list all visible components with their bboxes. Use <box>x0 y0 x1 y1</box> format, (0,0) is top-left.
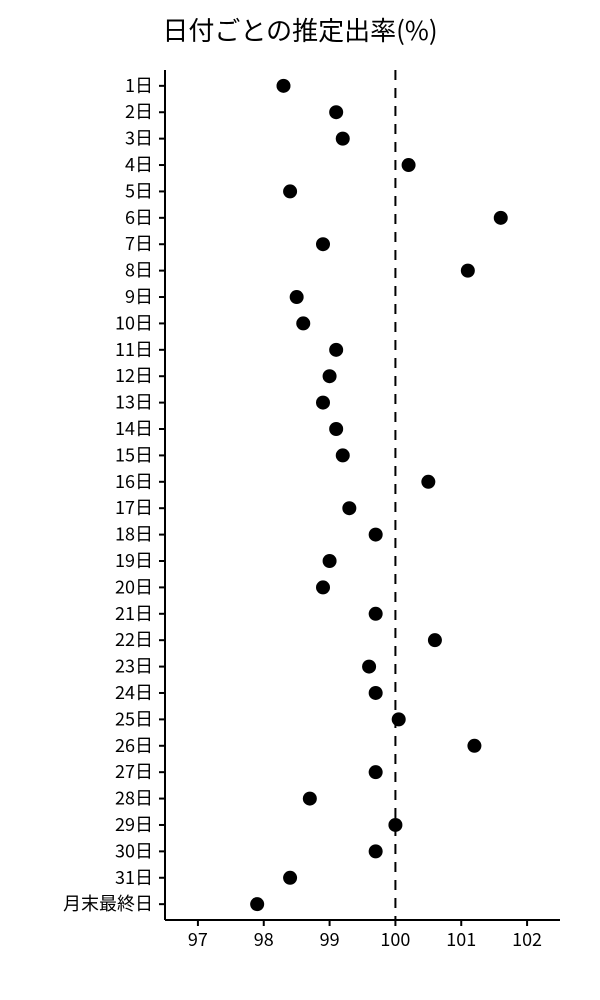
data-point <box>316 396 330 410</box>
y-tick-label: 31日 <box>115 864 153 890</box>
y-tick-label: 月末最終日 <box>63 890 153 916</box>
data-point <box>336 448 350 462</box>
data-point <box>316 237 330 251</box>
y-tick-label: 16日 <box>115 468 153 494</box>
data-point <box>316 580 330 594</box>
y-tick-label: 27日 <box>115 758 153 784</box>
data-point <box>494 211 508 225</box>
y-tick-label: 26日 <box>115 732 153 758</box>
x-tick-label: 102 <box>512 926 542 952</box>
data-point <box>323 554 337 568</box>
data-point <box>250 897 264 911</box>
y-tick-label: 13日 <box>115 389 153 415</box>
data-point <box>277 79 291 93</box>
data-point <box>283 871 297 885</box>
x-tick-label: 99 <box>320 926 340 952</box>
data-point <box>290 290 304 304</box>
data-point <box>467 739 481 753</box>
data-point <box>461 264 475 278</box>
data-point <box>329 343 343 357</box>
chart-bg <box>0 0 600 1000</box>
y-tick-label: 12日 <box>115 362 153 388</box>
data-point <box>392 712 406 726</box>
y-tick-label: 7日 <box>125 230 153 256</box>
chart-svg: 日付ごとの推定出率(%)1日2日3日4日5日6日7日8日9日10日11日12日1… <box>0 0 600 1000</box>
data-point <box>369 686 383 700</box>
data-point <box>342 501 356 515</box>
y-tick-label: 29日 <box>115 811 153 837</box>
x-tick-label: 98 <box>254 926 274 952</box>
y-tick-label: 18日 <box>115 521 153 547</box>
x-tick-label: 100 <box>380 926 410 952</box>
y-tick-label: 30日 <box>115 837 153 863</box>
y-tick-label: 22日 <box>115 626 153 652</box>
x-tick-label: 101 <box>446 926 476 952</box>
data-point <box>428 633 442 647</box>
y-tick-label: 9日 <box>125 283 153 309</box>
data-point <box>362 660 376 674</box>
y-tick-label: 21日 <box>115 600 153 626</box>
chart-container: 日付ごとの推定出率(%)1日2日3日4日5日6日7日8日9日10日11日12日1… <box>0 0 600 1000</box>
y-tick-label: 5日 <box>125 177 153 203</box>
y-tick-label: 24日 <box>115 679 153 705</box>
data-point <box>369 765 383 779</box>
y-tick-label: 28日 <box>115 785 153 811</box>
data-point <box>402 158 416 172</box>
data-point <box>329 105 343 119</box>
data-point <box>323 369 337 383</box>
data-point <box>329 422 343 436</box>
y-tick-label: 10日 <box>115 309 153 335</box>
y-tick-label: 11日 <box>115 336 153 362</box>
y-tick-label: 17日 <box>115 494 153 520</box>
data-point <box>369 844 383 858</box>
data-point <box>388 818 402 832</box>
y-tick-label: 8日 <box>125 257 153 283</box>
y-tick-label: 19日 <box>115 547 153 573</box>
y-tick-label: 6日 <box>125 204 153 230</box>
y-tick-label: 3日 <box>125 125 153 151</box>
data-point <box>421 475 435 489</box>
y-tick-label: 15日 <box>115 441 153 467</box>
y-tick-label: 4日 <box>125 151 153 177</box>
y-tick-label: 14日 <box>115 415 153 441</box>
data-point <box>296 316 310 330</box>
y-tick-label: 25日 <box>115 705 153 731</box>
data-point <box>303 792 317 806</box>
data-point <box>369 528 383 542</box>
x-tick-label: 97 <box>188 926 208 952</box>
data-point <box>369 607 383 621</box>
y-tick-label: 2日 <box>125 98 153 124</box>
data-point <box>336 132 350 146</box>
chart-title: 日付ごとの推定出率(%) <box>162 11 437 48</box>
data-point <box>283 184 297 198</box>
y-tick-label: 20日 <box>115 573 153 599</box>
y-tick-label: 1日 <box>125 72 153 98</box>
y-tick-label: 23日 <box>115 653 153 679</box>
